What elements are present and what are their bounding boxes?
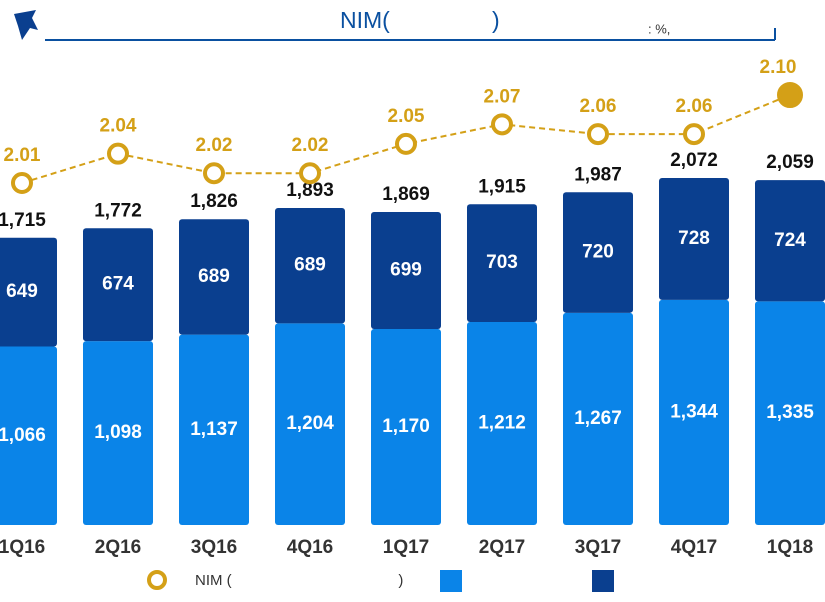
x-tick-label: 4Q16: [287, 537, 333, 558]
total-label: 1,915: [478, 176, 526, 197]
nim-label: 2.10: [760, 57, 797, 78]
segment-label: 674: [102, 274, 134, 295]
segment-label: 1,066: [0, 425, 46, 446]
segment-label: 728: [678, 228, 710, 249]
bar-segment: [755, 180, 825, 302]
segment-label: 689: [198, 266, 230, 287]
segment-label: 1,212: [478, 413, 526, 434]
x-tick-label: 1Q17: [383, 537, 429, 558]
segment-label: 699: [390, 260, 422, 281]
nim-label: 2.02: [196, 135, 233, 156]
nim-marker: [203, 162, 225, 185]
nim-label: 2.05: [388, 106, 425, 127]
bar-segment: [371, 211, 441, 330]
x-tick-label: 1Q16: [0, 537, 45, 558]
bar-segment: [467, 322, 537, 525]
nim-label: 2.06: [676, 96, 713, 117]
segment-label: 649: [6, 281, 38, 302]
x-tick-label: 1Q18: [767, 537, 813, 558]
segment-label: 1,344: [670, 401, 718, 422]
nim-label: 2.06: [580, 96, 617, 117]
bar-segment: [659, 178, 729, 300]
logo: [14, 10, 38, 40]
segment-label: 720: [582, 242, 614, 263]
nim-label: 2.01: [4, 145, 41, 166]
bar-segment: [371, 329, 441, 525]
nim-marker: [683, 123, 705, 146]
bar-segment: [0, 237, 57, 347]
total-label: 1,893: [286, 180, 334, 201]
nim-marker: [587, 123, 609, 146]
nim-label: 2.02: [292, 135, 329, 156]
segment-label: 689: [294, 255, 326, 276]
nim-marker: [491, 113, 513, 136]
x-tick-label: 2Q16: [95, 537, 141, 558]
legend-swatch: [592, 570, 614, 592]
total-label: 1,869: [382, 184, 430, 205]
legend-swatch: [440, 570, 462, 592]
total-label: 1,826: [190, 191, 238, 212]
nim-marker: [299, 162, 321, 185]
bar-segment: [179, 334, 249, 525]
legend-label: NIM ( ): [195, 572, 403, 589]
segment-label: 724: [774, 230, 806, 251]
bar-segment: [179, 219, 249, 335]
nim-marker: [395, 132, 417, 155]
legend-marker: [147, 570, 167, 590]
nim-marker: [107, 142, 129, 165]
bar-segment: [659, 299, 729, 525]
bar-segment: [0, 346, 57, 525]
x-tick-label: 3Q16: [191, 537, 237, 558]
bar-segment: [83, 228, 153, 342]
nim-marker: [777, 82, 803, 108]
total-label: 1,987: [574, 164, 622, 185]
total-label: 1,772: [94, 200, 142, 221]
total-label: 1,715: [0, 210, 46, 231]
segment-label: 1,204: [286, 413, 334, 434]
segment-label: 1,335: [766, 402, 814, 423]
x-tick-label: 3Q17: [575, 537, 621, 558]
nim-label: 2.04: [100, 116, 137, 137]
bar-segment: [83, 341, 153, 525]
bar-segment: [563, 312, 633, 525]
bar-segment: [755, 301, 825, 525]
bar-segment: [563, 192, 633, 313]
x-tick-label: 4Q17: [671, 537, 717, 558]
nim-marker: [11, 172, 33, 194]
segment-label: 1,098: [94, 422, 142, 443]
bar-segment: [275, 323, 345, 525]
unit-note: : %,: [648, 21, 670, 36]
segment-label: 703: [486, 252, 518, 273]
bar-segment: [467, 204, 537, 323]
nim-label: 2.07: [484, 86, 521, 107]
total-label: 2,059: [766, 152, 814, 173]
segment-label: 1,170: [382, 416, 430, 437]
chart-title: NIM( ): [340, 7, 500, 33]
total-label: 2,072: [670, 150, 718, 171]
segment-label: 1,267: [574, 408, 622, 429]
bar-segment: [275, 207, 345, 324]
segment-label: 1,137: [190, 419, 238, 440]
x-tick-label: 2Q17: [479, 537, 525, 558]
